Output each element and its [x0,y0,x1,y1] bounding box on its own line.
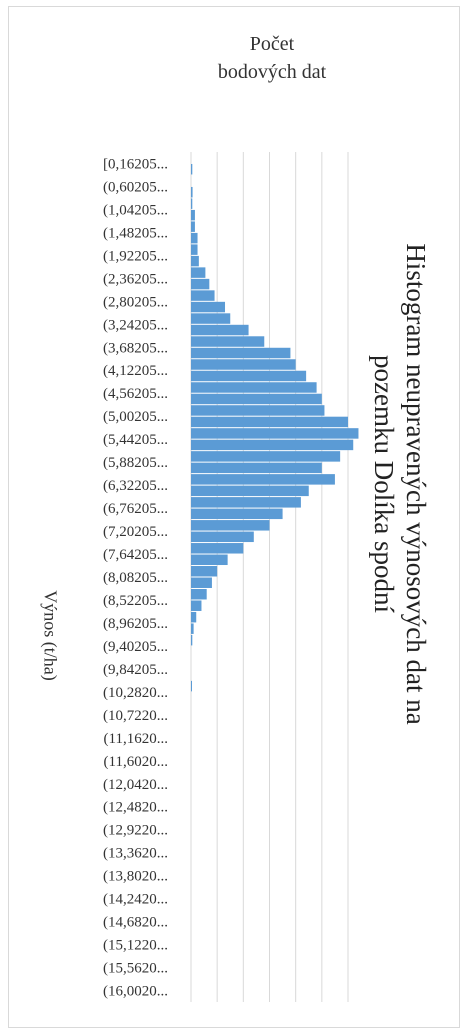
category-tick-label: (11,6020... [104,754,168,770]
category-tick-label: (1,92205... [103,248,168,264]
histogram-bar [191,497,301,508]
histogram-bar [191,359,296,370]
histogram-bar [191,267,206,278]
category-tick-label: (14,2420... [103,892,168,908]
category-tick-label: [0,16205... [103,156,168,172]
histogram-bar [191,577,212,588]
bars [191,163,359,692]
histogram-bar [191,244,198,255]
category-tick-label: (6,32205... [103,478,168,494]
category-tick-label: (1,48205... [103,225,168,241]
category-tick-label: (12,9220... [103,823,168,839]
histogram-bar [191,393,322,405]
histogram-bar [191,680,192,692]
category-tick-label: (8,08205... [103,570,168,586]
histogram-bar [191,198,193,209]
category-tick-label: (5,00205... [103,409,168,425]
histogram-bar [191,439,354,451]
histogram-bar [191,405,325,416]
histogram-bar [191,451,341,462]
category-tick-label: (9,40205... [103,639,168,655]
category-tick-label: (16,0020... [103,984,168,1000]
histogram-bar [191,474,335,485]
histogram-bar [191,347,291,359]
category-tick-label: (3,24205... [103,317,168,333]
category-tick-label: (2,80205... [103,294,168,310]
category-tick-label: (12,0420... [103,777,168,793]
category-tick-label: (5,88205... [103,455,168,471]
histogram-bar [191,221,195,232]
x-axis-title: Počet bodových dat [217,33,327,83]
category-tick-label: (7,20205... [103,524,168,540]
histogram-bar [191,290,215,301]
gridlines [190,152,349,1002]
chart-frame [8,6,460,1028]
histogram-bar [191,324,249,336]
histogram-bar [191,600,202,611]
category-tick-label: (12,4820... [103,800,168,816]
histogram-bar [191,186,193,198]
category-tick-label: (8,96205... [103,616,168,632]
histogram-bar [191,566,218,577]
category-tick-label: (11,1620... [104,731,168,747]
category-tick-labels: [0,16205... (0,60205... (1,04205... (1,4820… [103,156,168,999]
histogram-bar [191,336,265,347]
histogram-bar [191,531,254,543]
category-tick-label: (7,64205... [103,547,168,563]
histogram-bar [191,543,244,554]
histogram-bar [191,278,210,290]
category-tick-label: (10,7220... [103,708,168,724]
histogram-bar [191,255,199,267]
histogram-bar [191,554,228,566]
category-tick-label: (14,6820... [103,915,168,931]
histogram-bar [191,209,195,221]
category-tick-label: (0,60205... [103,179,168,195]
histogram-bar [191,301,226,313]
category-tick-label: (4,12205... [103,363,168,379]
category-tick-label: (9,84205... [103,662,168,678]
category-tick-label: (8,52205... [103,593,168,609]
histogram-bar [191,163,193,175]
histogram-bar [191,462,322,474]
category-tick-label: (5,44205... [103,432,168,448]
histogram-bar [191,634,193,646]
category-tick-label: (13,8020... [103,869,168,885]
histogram-bar [191,428,359,439]
histogram-bar [191,623,194,634]
category-tick-label: (10,2820... [103,685,168,701]
histogram-bar [191,520,270,531]
histogram-bar [191,588,207,600]
category-tick-label: (1,04205... [103,202,168,218]
histogram-bar [191,485,309,497]
category-tick-label: (4,56205... [103,386,168,402]
category-tick-label: (13,3620... [103,846,168,862]
histogram-bar [191,313,231,324]
category-tick-label: (6,76205... [103,501,168,517]
category-tick-label: (15,5620... [103,961,168,977]
category-tick-label: (3,68205... [103,340,168,356]
histogram-bar [191,370,307,382]
histogram-bar [191,508,283,520]
histogram-bar [191,382,317,393]
histogram-bar [191,416,348,428]
histogram-bar [191,611,197,623]
category-tick-label: (2,36205... [103,271,168,287]
category-tick-label: (15,1220... [103,938,168,954]
histogram-bar [191,232,198,244]
